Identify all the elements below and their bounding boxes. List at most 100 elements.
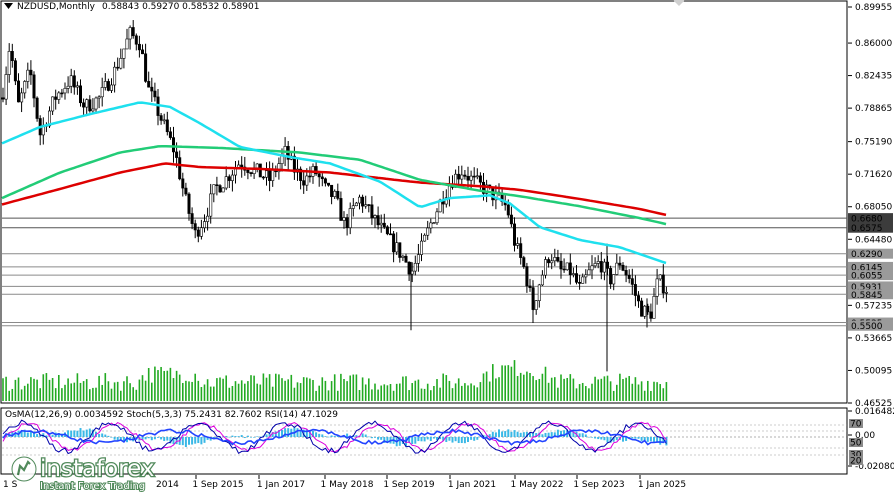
osma-bar <box>414 437 417 444</box>
time-tick-label: 1 May 2018 <box>321 480 374 490</box>
candle-body <box>571 273 575 276</box>
candle-body <box>32 74 36 99</box>
osma-bar <box>457 437 460 444</box>
osma-bar <box>408 437 411 443</box>
volume-bar <box>355 374 358 401</box>
volume-bar <box>160 366 162 401</box>
osma-bar <box>88 428 91 437</box>
osma-bar <box>380 437 383 440</box>
candle-body <box>550 260 554 264</box>
dropdown-triangle-icon[interactable] <box>4 3 13 9</box>
candle-body <box>661 274 665 294</box>
candle-body <box>463 174 467 177</box>
candle-body <box>330 184 334 197</box>
osma-bar <box>346 433 349 437</box>
volume-bar <box>392 390 395 401</box>
volume-bar <box>572 378 575 401</box>
volume-bar <box>73 382 76 401</box>
candle-body <box>317 173 321 178</box>
volume-bar <box>457 378 460 401</box>
candle-body <box>187 193 191 214</box>
price-tick-label: 0.50095 <box>855 366 892 376</box>
osma-bar <box>200 437 203 445</box>
volume-bar <box>659 384 661 401</box>
volume-bar <box>647 380 649 401</box>
osma-bar <box>516 431 519 437</box>
osma-bar <box>175 437 178 445</box>
osma-bar <box>296 428 299 437</box>
volume-bar <box>318 385 320 401</box>
candle-body <box>388 233 392 236</box>
volume-bar <box>23 385 26 401</box>
osma-bar <box>563 430 566 437</box>
candle-body <box>547 259 551 264</box>
volume-bar <box>616 384 618 401</box>
svg-text:0.6145: 0.6145 <box>851 263 883 273</box>
osma-bar <box>250 436 252 438</box>
candle-body <box>652 296 656 319</box>
volume-bar <box>222 378 224 401</box>
candle-body <box>630 278 634 285</box>
osma-bar <box>398 437 401 446</box>
candle-body <box>367 204 371 206</box>
osma-bar <box>507 429 510 437</box>
volume-bar <box>498 377 500 401</box>
volume-bar <box>219 377 221 401</box>
instaforex-watermark: instaforex Instant Forex Trading <box>11 455 156 493</box>
osma-bar <box>653 437 655 443</box>
osma-bar <box>203 437 206 443</box>
volume-bar <box>5 376 7 401</box>
volume-bar <box>535 380 537 401</box>
osma-bar <box>634 437 637 439</box>
osma-bar <box>662 437 665 444</box>
candle-body <box>336 190 340 199</box>
volume-bar <box>426 383 429 401</box>
osma-bar <box>504 431 507 437</box>
candle-body <box>432 222 436 225</box>
osma-bar <box>321 434 324 437</box>
volume-bar <box>188 381 190 401</box>
osc-tick-label: 0.016482 <box>855 407 894 417</box>
volume-bar <box>402 376 404 401</box>
volume-bar <box>36 379 38 401</box>
candle-body <box>565 262 569 271</box>
volume-bar <box>417 379 420 401</box>
candle-body <box>435 211 439 224</box>
candle-body <box>4 74 8 100</box>
volume-bar <box>11 388 14 401</box>
candle-body <box>26 69 30 82</box>
volume-bar <box>302 377 305 401</box>
osma-bar <box>525 431 528 437</box>
candle-body <box>615 262 619 275</box>
candle-body <box>413 263 417 272</box>
volume-bar <box>197 380 200 401</box>
candle-body <box>345 217 349 228</box>
volume-bar <box>17 377 20 401</box>
candle-body <box>333 190 337 197</box>
oscillator-pane[interactable] <box>0 407 848 475</box>
osma-bar <box>11 431 14 437</box>
volume-bar <box>163 370 165 401</box>
volume-bar <box>467 385 469 401</box>
osma-bar <box>637 437 640 439</box>
price-pane[interactable] <box>0 0 848 404</box>
candle-body <box>125 38 129 50</box>
candle-body <box>308 175 312 178</box>
volume-bar <box>603 376 606 401</box>
svg-text:0.6575: 0.6575 <box>851 224 883 234</box>
volume-bar <box>656 382 658 401</box>
candle-body <box>640 300 644 317</box>
volume-bar <box>368 378 370 401</box>
volume-bar <box>259 384 262 401</box>
time-tick-label: 1 Jan 2021 <box>448 480 496 490</box>
price-tick-label: 0.71620 <box>855 170 892 180</box>
osma-bar <box>479 436 482 438</box>
candle-body <box>215 184 219 187</box>
candle-body <box>57 92 61 100</box>
volume-bar <box>70 383 72 401</box>
osma-bar <box>429 437 432 442</box>
osma-bar <box>122 437 125 443</box>
price-tick-label: 0.89955 <box>855 3 892 13</box>
osma-bar <box>147 437 150 439</box>
